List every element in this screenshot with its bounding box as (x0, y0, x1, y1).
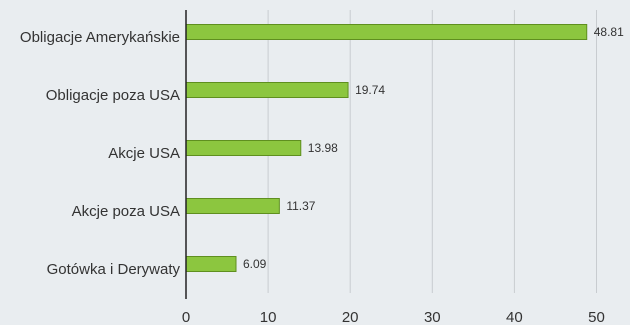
category-label: Obligacje Amerykańskie (20, 29, 180, 46)
data-label: 48.81 (594, 25, 624, 39)
category-label: Gotówka i Derywaty (47, 261, 181, 278)
category-label: Akcje poza USA (72, 203, 180, 220)
data-label: 19.74 (355, 83, 385, 97)
data-label: 11.37 (286, 199, 315, 213)
x-tick-label: 20 (342, 309, 359, 325)
category-label: Obligacje poza USA (46, 87, 180, 104)
data-label: 13.98 (308, 141, 338, 155)
value-labels: 48.81 19.74 13.98 11.37 6.09 (243, 25, 624, 271)
bar (185, 140, 302, 156)
x-tick-label: 10 (260, 309, 277, 325)
category-labels: Obligacje Amerykańskie Obligacje poza USA… (20, 29, 181, 278)
x-tick-label: 40 (506, 309, 523, 325)
data-label: 6.09 (243, 257, 267, 271)
x-tick-labels: 0 10 20 30 40 50 (182, 309, 605, 325)
bar (185, 198, 280, 214)
bar (185, 82, 349, 98)
x-tick-label: 50 (588, 309, 605, 325)
grid-lines (267, 10, 597, 293)
x-tick-label: 30 (424, 309, 441, 325)
x-tick-label: 0 (182, 309, 190, 325)
bar (185, 24, 588, 40)
category-label: Akcje USA (108, 145, 180, 162)
bar (185, 256, 237, 272)
bars (185, 24, 588, 272)
